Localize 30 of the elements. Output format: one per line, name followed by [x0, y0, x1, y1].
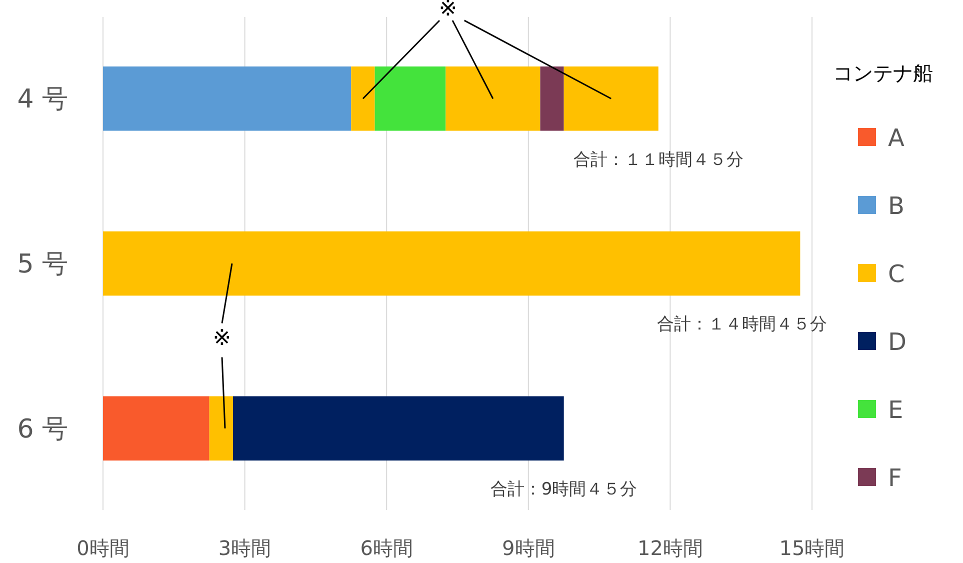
bar — [374, 66, 446, 131]
total-label: 合計：１１時間４５分 — [573, 150, 744, 170]
bar — [540, 66, 564, 131]
x-tick-label: 6時間 — [360, 536, 413, 560]
x-tick-label: 0時間 — [76, 536, 130, 560]
legend-label: D — [888, 328, 906, 356]
x-tick-label: 12時間 — [637, 536, 703, 560]
legend-title: コンテナ船 — [833, 61, 933, 85]
y-tick-label: 4 号 — [17, 84, 68, 115]
bar — [232, 396, 564, 461]
bar — [103, 231, 800, 296]
x-tick-label: 9時間 — [502, 536, 555, 560]
total-label: 合計：9時間４５分 — [490, 480, 638, 500]
total-label: 合計：１４時間４５分 — [657, 314, 827, 335]
legend-label: A — [888, 124, 905, 152]
bar — [564, 66, 658, 131]
bar — [351, 66, 375, 131]
x-tick-label: 3時間 — [218, 536, 272, 560]
bar — [103, 66, 352, 131]
bar — [103, 396, 210, 461]
y-tick-label: 5 号 — [17, 250, 68, 280]
y-tick-label: 6 号 — [17, 414, 68, 444]
bar — [209, 396, 233, 461]
annotation: ※ — [212, 326, 232, 352]
bar — [446, 66, 540, 131]
legend-label: B — [888, 192, 904, 220]
legend-label: F — [888, 464, 902, 492]
legend-label: C — [888, 260, 905, 288]
legend-label: E — [888, 396, 904, 424]
x-tick-label: 15時間 — [779, 536, 845, 560]
